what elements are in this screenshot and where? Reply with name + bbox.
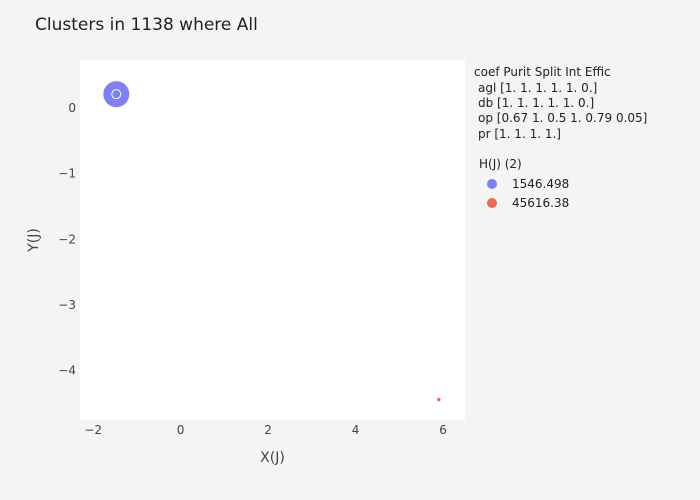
chart-title: Clusters in 1138 where All [35, 15, 258, 35]
y-tick-label: −4 [58, 364, 76, 378]
annotation-line-op: op [0.67 1. 0.5 1. 0.79 0.05] [478, 111, 647, 125]
y-axis: 0 −1 −2 −3 −4 [58, 101, 76, 378]
y-axis-title: Y(J) [26, 228, 42, 253]
legend-title: H(J) (2) [479, 157, 522, 171]
data-point-inner-ring [111, 89, 122, 100]
x-tick-label: 0 [177, 423, 185, 437]
plot-area [80, 60, 465, 420]
y-tick-label: 0 [68, 101, 76, 115]
data-point-series-2[interactable] [436, 397, 441, 402]
x-axis: −2 0 2 4 6 [84, 423, 447, 437]
legend-label-series-1: 1546.498 [512, 177, 569, 191]
annotation-line-db: db [1. 1. 1. 1. 1. 0.] [478, 96, 594, 110]
x-axis-title: X(J) [260, 450, 285, 466]
metrics-annotation: coef Purit Split Int Effic agl [1. 1. 1.… [474, 65, 647, 141]
annotation-header: coef Purit Split Int Effic [474, 65, 611, 79]
y-tick-label: −1 [58, 167, 76, 181]
legend-marker-series-2 [487, 198, 497, 208]
data-point-series-1[interactable] [103, 81, 130, 108]
x-tick-label: −2 [84, 423, 102, 437]
legend-label-series-2: 45616.38 [512, 196, 569, 210]
legend-item-series-2[interactable]: 45616.38 [487, 196, 569, 210]
x-tick-label: 6 [439, 423, 447, 437]
annotation-line-agl: agl [1. 1. 1. 1. 1. 0.] [478, 81, 597, 95]
y-tick-label: −2 [58, 232, 76, 246]
legend-item-series-1[interactable]: 1546.498 [487, 177, 569, 191]
legend: H(J) (2) 1546.498 45616.38 [479, 157, 569, 210]
scatter-points [103, 81, 441, 402]
legend-marker-series-1 [487, 179, 497, 189]
annotation-line-pr: pr [1. 1. 1. 1.] [478, 127, 561, 141]
x-tick-label: 4 [352, 423, 360, 437]
y-tick-label: −3 [58, 298, 76, 312]
x-tick-label: 2 [264, 423, 272, 437]
